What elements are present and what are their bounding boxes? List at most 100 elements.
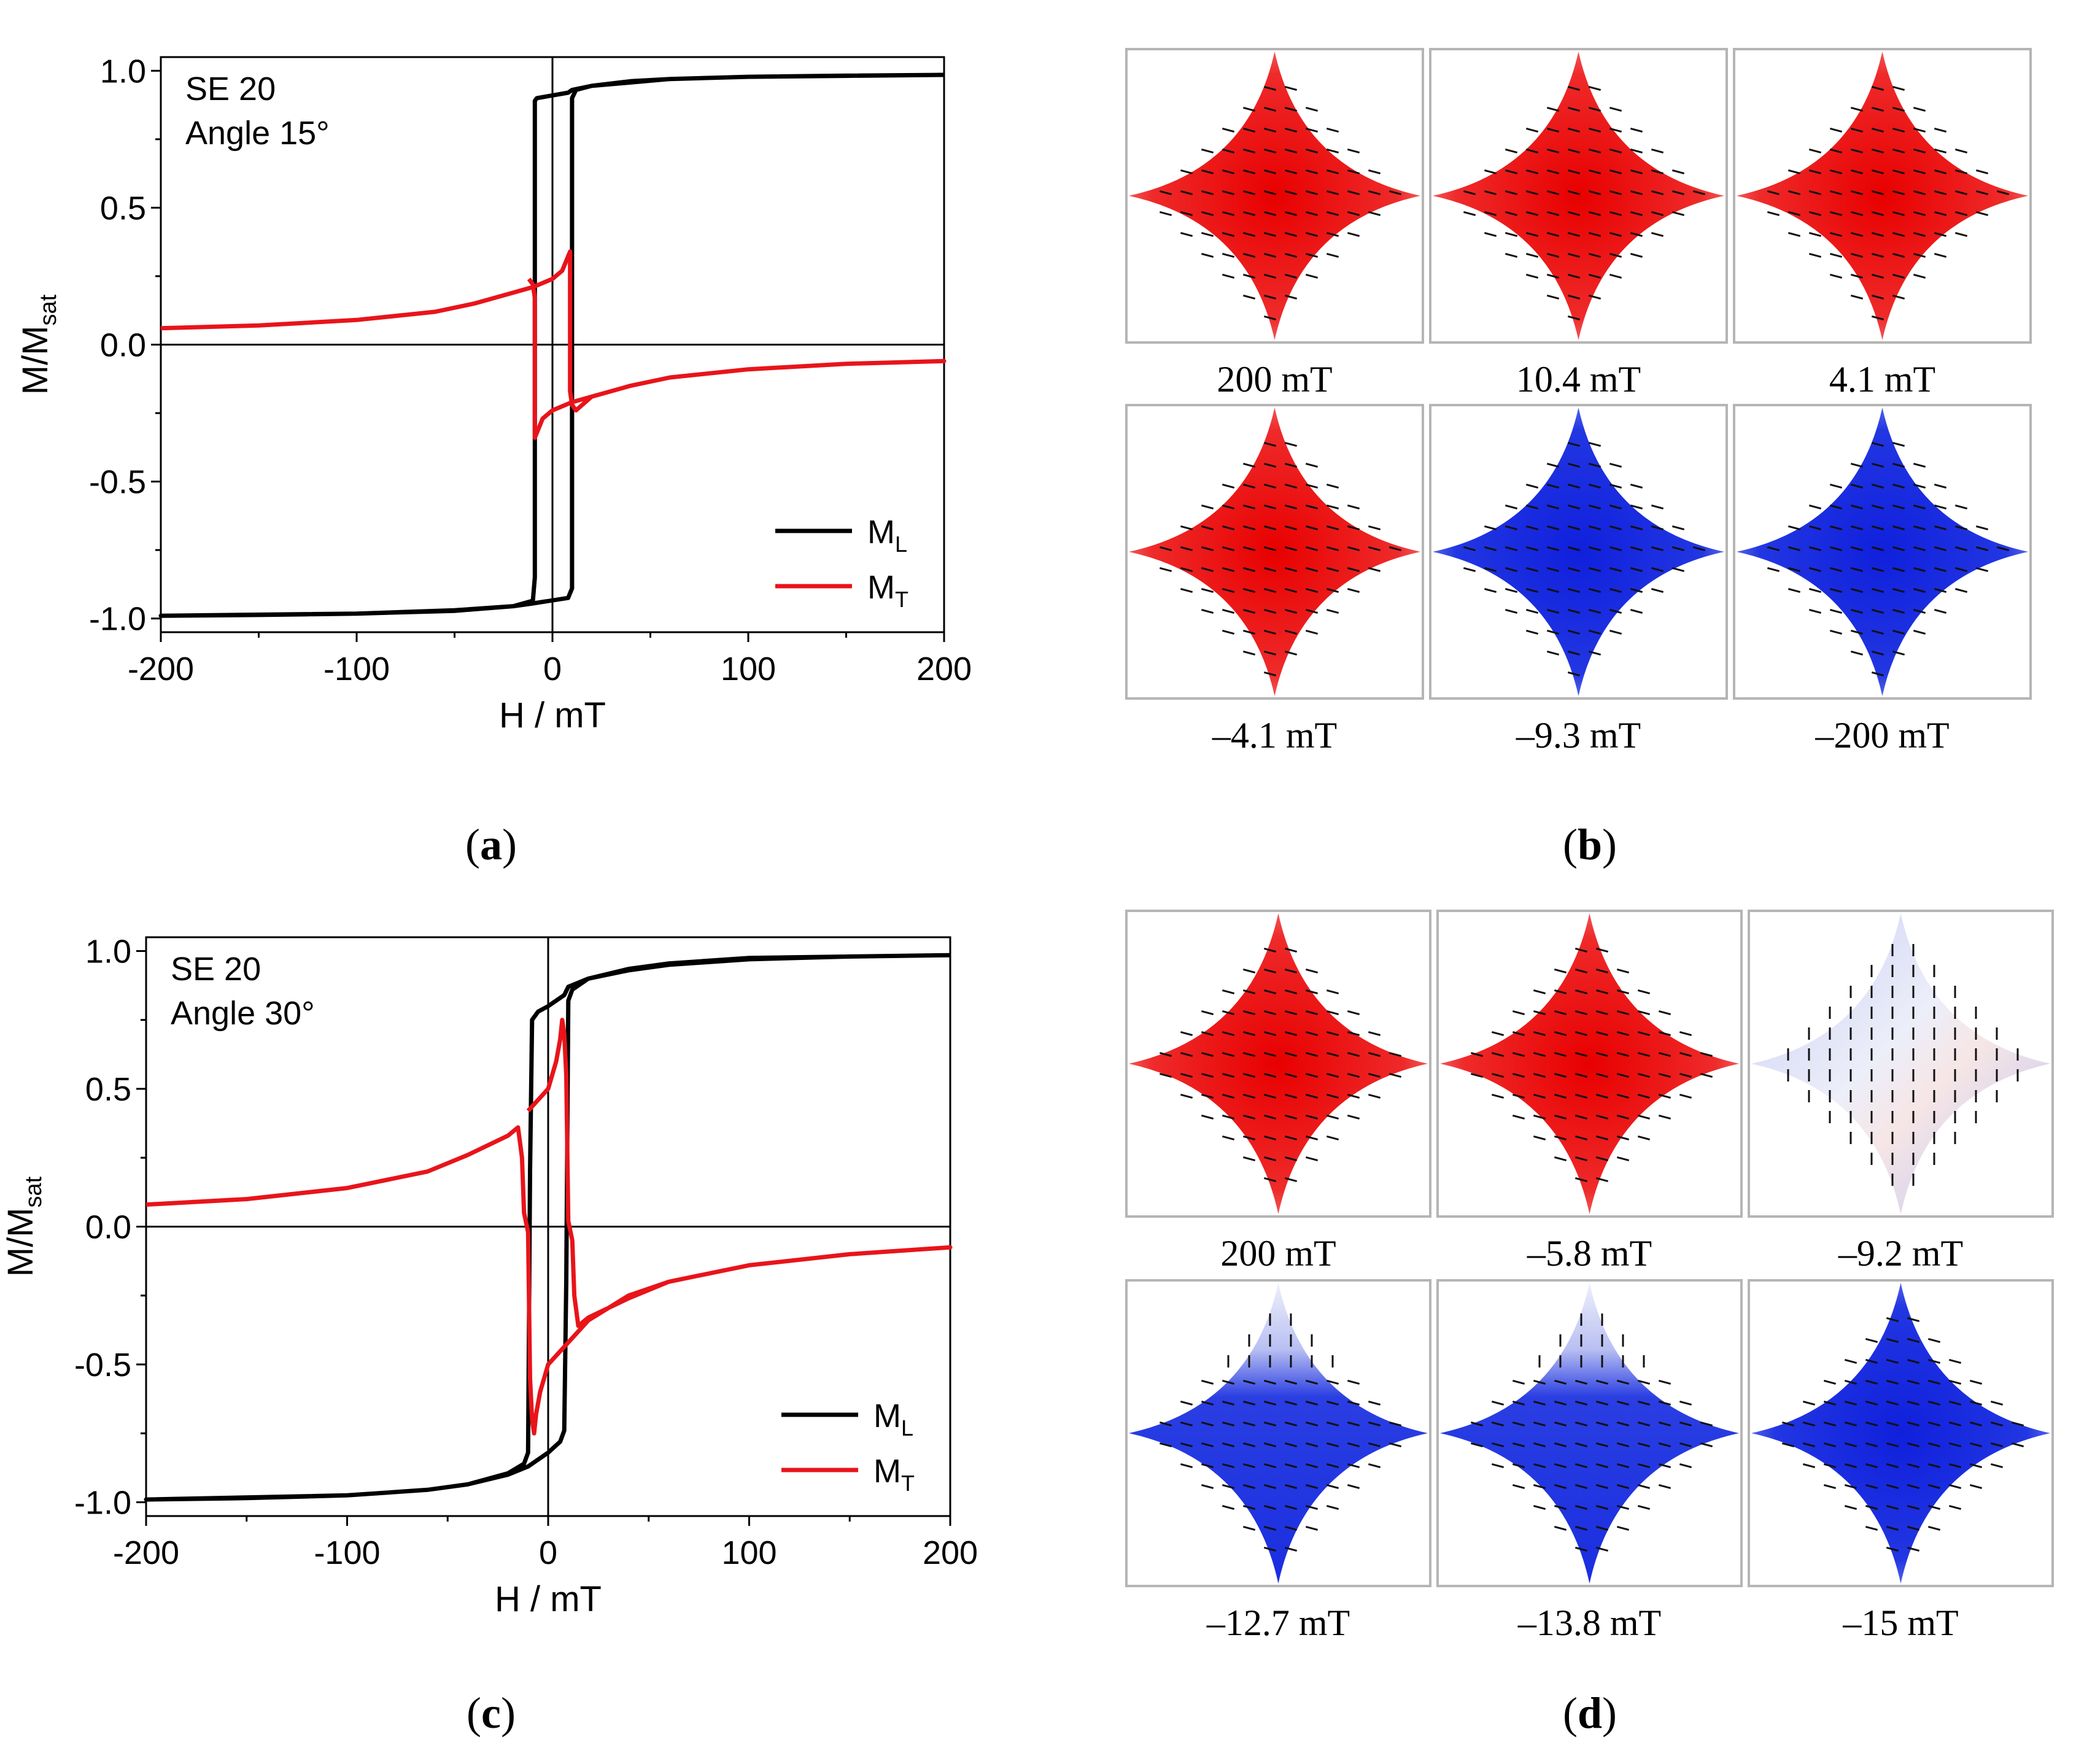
tiles-b-arrow xyxy=(1850,483,1864,489)
tiles-d-arrow xyxy=(1554,1114,1567,1120)
tiles-b-arrow xyxy=(1546,629,1560,635)
tiles-b-arrow xyxy=(1630,483,1643,489)
tiles-d-arrow xyxy=(1347,1463,1360,1469)
tiles-b-arrow xyxy=(1913,252,1926,258)
tiles-b-arrow xyxy=(1463,190,1476,196)
tiles-b-arrow xyxy=(1180,231,1193,238)
tiles-b-arrow xyxy=(1787,546,1801,552)
tiles-d-arrow xyxy=(1637,1010,1651,1016)
tiles-d-arrow xyxy=(1284,1010,1298,1016)
tiles-b-arrow xyxy=(1242,252,1256,258)
tiles-d-magnetization-diamond xyxy=(1751,913,2050,1214)
tiles-b-arrow xyxy=(1767,546,1780,552)
tiles-d-arrow xyxy=(1907,1400,1920,1406)
tiles-b-arrow xyxy=(1546,273,1560,279)
tiles-d-arrow xyxy=(1533,1093,1546,1099)
tiles-d-arrow xyxy=(1368,1072,1381,1078)
chart-a-y-tick-label: -0.5 xyxy=(89,464,146,501)
tiles-d-arrow xyxy=(1159,1051,1172,1058)
tiles-d-arrow xyxy=(1533,1463,1546,1469)
tiles-b-arrow xyxy=(1222,252,1235,258)
tiles-d-arrow xyxy=(1305,1421,1319,1427)
tiles-b-arrow xyxy=(1305,231,1319,238)
tiles-b-arrow xyxy=(1326,587,1339,594)
chart-a-annotation: SE 20 xyxy=(185,71,276,107)
tiles-d-arrow xyxy=(1595,1051,1609,1058)
tiles-b-arrow xyxy=(1934,587,1947,594)
tiles-b-arrow xyxy=(1829,127,1843,133)
tiles-b-arrow xyxy=(1934,252,1947,258)
tiles-d-arrow xyxy=(1533,1400,1546,1406)
tiles-d-arrow xyxy=(1948,1442,1962,1448)
tiles-b-arrow xyxy=(1892,629,1905,635)
tiles-b-arrow xyxy=(1630,127,1643,133)
tiles-d-arrow xyxy=(1222,1072,1235,1078)
tiles-b-arrow xyxy=(1567,504,1581,510)
tiles-b-arrow xyxy=(1588,106,1602,112)
tiles-d-arrow xyxy=(1326,1010,1339,1016)
tiles-b-arrow xyxy=(1326,148,1339,154)
tiles-d-arrow xyxy=(1574,1010,1588,1016)
tiles-b-arrow xyxy=(1871,650,1884,656)
tiles-b-arrow xyxy=(1892,85,1905,91)
tiles-d-arrow xyxy=(1222,1010,1235,1016)
tiles-d-arrow xyxy=(1595,1379,1609,1385)
tiles-d-arrow xyxy=(1886,1442,1899,1448)
tiles-b-arrow xyxy=(1567,211,1581,217)
tiles-b-arrow xyxy=(1546,608,1560,614)
tiles-d-arrow xyxy=(1574,947,1588,953)
tiles-d-arrow xyxy=(1554,989,1567,995)
tiles-d-arrow xyxy=(1886,1421,1899,1427)
tiles-b-arrow xyxy=(1222,504,1235,510)
tiles-d-arrow xyxy=(1305,1031,1319,1037)
tiles-d-arrow xyxy=(1886,1358,1899,1364)
tiles-b-arrow xyxy=(1263,587,1277,594)
tiles-b-arrow xyxy=(1305,211,1319,217)
chart-a-x-tick-label: 0 xyxy=(543,651,562,687)
tiles-b-arrow xyxy=(1954,211,1968,217)
tiles-b-arrow xyxy=(1242,567,1256,573)
tiles-b-arrow xyxy=(1871,85,1884,91)
tiles-b-arrow-field xyxy=(1767,441,2010,677)
tiles-d-arrow xyxy=(1222,1051,1235,1058)
tiles-b-arrow xyxy=(1913,462,1926,468)
tiles-b-arrow xyxy=(1651,190,1664,196)
tiles-d-arrow xyxy=(1990,1463,2004,1469)
tiles-d-arrow xyxy=(1781,1421,1795,1427)
tiles-b-arrow xyxy=(1284,629,1298,635)
tiles-b-arrow xyxy=(1284,504,1298,510)
tiles-b-arrow xyxy=(1630,252,1643,258)
tiles-d-arrow xyxy=(1907,1546,1920,1552)
tiles-b-arrow xyxy=(1284,148,1298,154)
tiles-b-arrow xyxy=(1892,190,1905,196)
tiles-b-arrow xyxy=(1892,169,1905,175)
tiles-d-arrow xyxy=(1533,1421,1546,1427)
tiles-d-arrow xyxy=(1242,1031,1256,1037)
tiles-d-arrow xyxy=(1823,1463,1837,1469)
tiles-b-arrow xyxy=(1180,525,1193,531)
tiles-d-arrow xyxy=(1554,1463,1567,1469)
tiles-b-arrow xyxy=(1525,546,1539,552)
tiles-d-arrow xyxy=(1574,989,1588,995)
tiles-b-arrow xyxy=(1347,211,1360,217)
tiles-d-arrow xyxy=(1222,1379,1235,1385)
tiles-b-arrow xyxy=(1567,127,1581,133)
tiles-b-field-label: –200 mT xyxy=(1815,715,1949,756)
tiles-b-arrow xyxy=(1368,525,1381,531)
tiles-b-arrow xyxy=(1546,483,1560,489)
tiles-b-arrow xyxy=(1305,148,1319,154)
tiles-d-arrow xyxy=(1222,1504,1235,1511)
tiles-d-arrow xyxy=(1180,1093,1193,1099)
tiles-b-arrow xyxy=(1975,169,1989,175)
tiles-d-arrow xyxy=(1927,1442,1941,1448)
tiles-b-arrow xyxy=(1326,567,1339,573)
tiles-b-arrow xyxy=(1222,273,1235,279)
tiles-b-arrow xyxy=(1546,148,1560,154)
tiles-b-arrow xyxy=(1913,169,1926,175)
tiles-d-arrow xyxy=(1326,1400,1339,1406)
tiles-d-arrow xyxy=(1263,1546,1277,1552)
tiles-d-arrow xyxy=(1865,1421,1878,1427)
tiles-b-arrow xyxy=(1850,190,1864,196)
tiles-b-arrow xyxy=(1567,294,1581,300)
tiles-b-arrow xyxy=(1829,190,1843,196)
